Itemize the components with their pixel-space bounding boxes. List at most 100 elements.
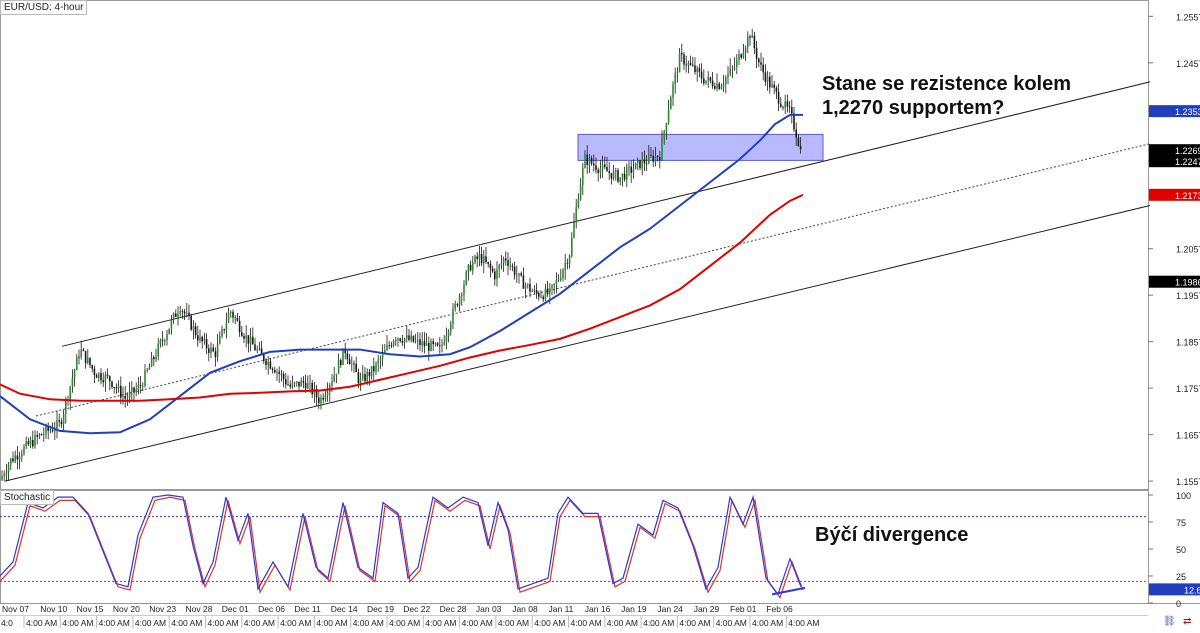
candle (689, 55, 692, 66)
candle (309, 374, 311, 393)
candle (463, 280, 465, 302)
candle (375, 361, 377, 375)
candle (410, 330, 412, 343)
candle (606, 156, 608, 172)
divergence-line (771, 586, 806, 596)
time-label: 4:00 AM (571, 618, 602, 628)
stochastic-tick-label: 50 (1176, 545, 1186, 555)
candle (7, 461, 10, 481)
candle (417, 332, 419, 350)
candle (23, 443, 25, 456)
link-icon[interactable]: ⛓ (1163, 616, 1176, 627)
candle (197, 325, 199, 347)
candle (665, 122, 668, 140)
candle (386, 335, 388, 352)
candle (324, 390, 327, 402)
candle (355, 356, 357, 373)
candle (384, 343, 386, 354)
candle (751, 28, 753, 38)
candle (159, 338, 162, 348)
candle (683, 51, 685, 70)
candle (483, 249, 485, 274)
candle (489, 260, 492, 278)
candle (80, 340, 82, 360)
candle (650, 147, 652, 158)
price-tick-label: 1.2557 (1176, 12, 1200, 22)
candle (166, 329, 168, 346)
candle (274, 366, 276, 374)
candle (786, 94, 789, 113)
candle (73, 368, 76, 387)
candle (694, 57, 696, 75)
time-label: 4:00 AM (171, 618, 202, 628)
candle (106, 368, 109, 379)
candle (351, 356, 353, 372)
candle (214, 347, 217, 367)
candle (247, 335, 250, 353)
candle (784, 94, 786, 114)
candle (597, 167, 599, 182)
candle (335, 373, 338, 384)
candle (362, 364, 364, 381)
candle (496, 261, 498, 287)
candle (364, 367, 366, 385)
candle (472, 255, 474, 275)
price-marker-label: 1.2353 (1175, 107, 1200, 117)
time-label: 4:00 AM (716, 618, 747, 628)
candle (760, 52, 762, 72)
candle (423, 332, 426, 354)
candle (678, 48, 681, 73)
arrow-icon[interactable]: ⇄ (1183, 616, 1192, 627)
candle (557, 274, 560, 283)
candle (232, 309, 234, 323)
candle (78, 349, 80, 365)
candle (243, 332, 245, 344)
candle (465, 269, 467, 286)
date-label: Feb 01 (730, 604, 757, 614)
candle (289, 380, 291, 390)
price-marker-box (1149, 144, 1200, 157)
price-tick-label: 1.2057 (1176, 245, 1200, 255)
date-label: Dec 14 (331, 604, 358, 614)
candle (157, 337, 159, 361)
candle (238, 315, 241, 337)
candle (450, 320, 452, 336)
channel-line-3 (4, 205, 1151, 482)
price-marker-box (1149, 275, 1200, 288)
candle (544, 283, 547, 302)
candle (298, 381, 300, 392)
candle (230, 310, 232, 318)
candle (135, 382, 137, 397)
candle (397, 337, 399, 347)
candle (36, 431, 38, 445)
candle (533, 285, 536, 294)
stochastic-k-line (0, 494, 802, 596)
candle (258, 342, 261, 351)
candle (115, 383, 118, 394)
candle (10, 457, 12, 470)
time-label: 4:00 AM (99, 618, 130, 628)
candle (21, 449, 23, 463)
candle (188, 304, 190, 321)
candle (628, 161, 630, 176)
candle (179, 305, 181, 317)
time-label: 4:00 AM (498, 618, 529, 628)
candle (340, 358, 342, 368)
time-label: 4:00 AM (462, 618, 493, 628)
candle (573, 212, 575, 239)
candle (439, 337, 441, 354)
candle (359, 372, 362, 391)
candle (700, 63, 703, 84)
candle (212, 343, 214, 353)
candle (170, 314, 173, 335)
candle (304, 374, 307, 393)
candle (300, 377, 302, 387)
candle (210, 342, 212, 359)
candle (14, 450, 16, 464)
date-label: Jan 24 (657, 604, 683, 614)
candle (722, 75, 725, 92)
candle (753, 31, 756, 54)
candle (698, 63, 701, 78)
candle (117, 380, 120, 393)
